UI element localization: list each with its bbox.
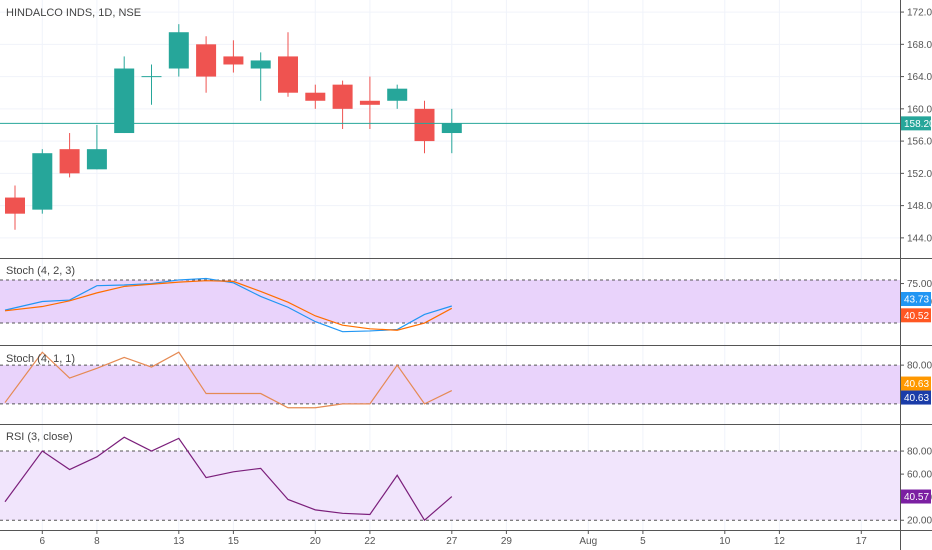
price-tick-label: 164.00 — [907, 72, 932, 83]
band-fill — [0, 279, 900, 324]
candle-23 — [387, 84, 408, 109]
value-tag: 40.52 — [901, 308, 931, 323]
candle-17 — [278, 32, 298, 97]
price-tick-label: 144.00 — [907, 233, 932, 244]
series-line — [4, 351, 453, 409]
price-tick-label: 168.00 — [907, 40, 932, 51]
candle-body — [168, 32, 189, 69]
candle-22 — [359, 76, 380, 129]
price-axis-column — [900, 0, 932, 550]
candle-body — [278, 56, 298, 93]
value-tag-bg — [901, 292, 931, 307]
indicator-bands — [0, 279, 900, 521]
candle-body — [5, 197, 25, 214]
value-tag-bg — [901, 308, 931, 323]
value-tag: 40.63 — [901, 390, 931, 405]
candle-13 — [168, 24, 189, 77]
series-line — [4, 436, 453, 522]
time-tick-label: 13 — [173, 536, 185, 547]
price-tick-label: 148.00 — [907, 201, 932, 212]
indicator-tick-label: 75.00 — [907, 279, 932, 290]
candle-14 — [196, 36, 217, 93]
candle-body — [305, 92, 326, 101]
candle-24 — [414, 100, 435, 154]
price-tick-label: 156.00 — [907, 137, 932, 148]
value-tag-text: 43.73 — [904, 295, 929, 306]
indicator-tick-label: 80.00 — [907, 447, 932, 458]
value-tag-bg — [901, 489, 931, 504]
price-tick-label: 152.00 — [907, 169, 932, 180]
value-tag: 43.73 — [901, 292, 931, 307]
main-title: HINDALCO INDS, 1D, NSE — [6, 7, 141, 19]
candles-layer — [5, 24, 462, 230]
candle-body — [32, 153, 53, 210]
last-price-tag: 158.20 — [901, 116, 932, 131]
last-price-tag-bg — [901, 116, 931, 131]
time-tick-label: 12 — [774, 536, 786, 547]
candle-body — [414, 108, 435, 142]
candle-body — [387, 88, 408, 101]
time-tick-label: 15 — [228, 536, 240, 547]
candle-10 — [141, 64, 162, 105]
stoch-423-title: Stoch (4, 2, 3) — [6, 265, 75, 277]
time-tick-label: 6 — [40, 536, 46, 547]
series-line — [4, 280, 453, 331]
indicator-tick-label: 60.00 — [907, 470, 932, 481]
last-price-tag-text: 158.20 — [904, 119, 932, 130]
time-tick-label: 5 — [640, 536, 646, 547]
candle-6 — [32, 149, 53, 214]
candle-8 — [86, 124, 107, 170]
candle-body — [86, 149, 107, 170]
time-tick-label: 22 — [364, 536, 376, 547]
candle-20 — [305, 84, 326, 109]
candle-body — [114, 68, 135, 134]
grid-layer — [0, 0, 900, 530]
time-tick-label: 27 — [446, 536, 458, 547]
value-tag: 40.57 — [901, 489, 931, 504]
candle-body — [59, 149, 80, 174]
candle-body — [223, 56, 244, 65]
band-fill — [0, 365, 900, 404]
candle-body — [359, 100, 380, 105]
value-tag-text: 40.57 — [904, 492, 929, 503]
candle-21 — [332, 80, 353, 129]
indicator-lines — [0, 122, 900, 522]
time-tick-label: 20 — [310, 536, 322, 547]
candle-body — [250, 60, 271, 69]
stoch-411-title: Stoch (4, 1, 1) — [6, 353, 75, 365]
price-tick-label: 160.00 — [907, 104, 932, 115]
value-tag-text: 40.52 — [904, 311, 929, 322]
value-tag-bg — [901, 376, 931, 391]
series-line — [4, 277, 452, 333]
time-tick-label: 8 — [94, 536, 100, 547]
price-tick-label: 172.00 — [907, 8, 932, 19]
candle-15 — [223, 40, 244, 73]
band-fill — [0, 451, 900, 521]
candle-7 — [59, 133, 80, 178]
time-tick-label: 17 — [856, 536, 868, 547]
value-tag-bg — [901, 390, 931, 405]
value-tag: 40.63 — [901, 376, 931, 391]
candle-3 — [5, 185, 25, 230]
value-tag-text: 40.63 — [904, 379, 929, 390]
value-tag-text: 40.63 — [904, 393, 929, 404]
candle-9 — [114, 56, 135, 134]
time-tick-label: Aug — [579, 536, 597, 547]
indicator-tick-label: 80.00 — [907, 361, 932, 372]
time-tick-label: 10 — [719, 536, 731, 547]
candle-16 — [250, 52, 271, 101]
candle-27 — [441, 108, 462, 154]
candle-body — [332, 84, 353, 109]
background-layer — [900, 0, 932, 550]
candle-body — [196, 44, 217, 77]
candle-body — [441, 123, 462, 134]
rsi-title: RSI (3, close) — [6, 431, 73, 443]
indicator-tick-label: 20.00 — [907, 516, 932, 527]
time-tick-label: 29 — [501, 536, 513, 547]
